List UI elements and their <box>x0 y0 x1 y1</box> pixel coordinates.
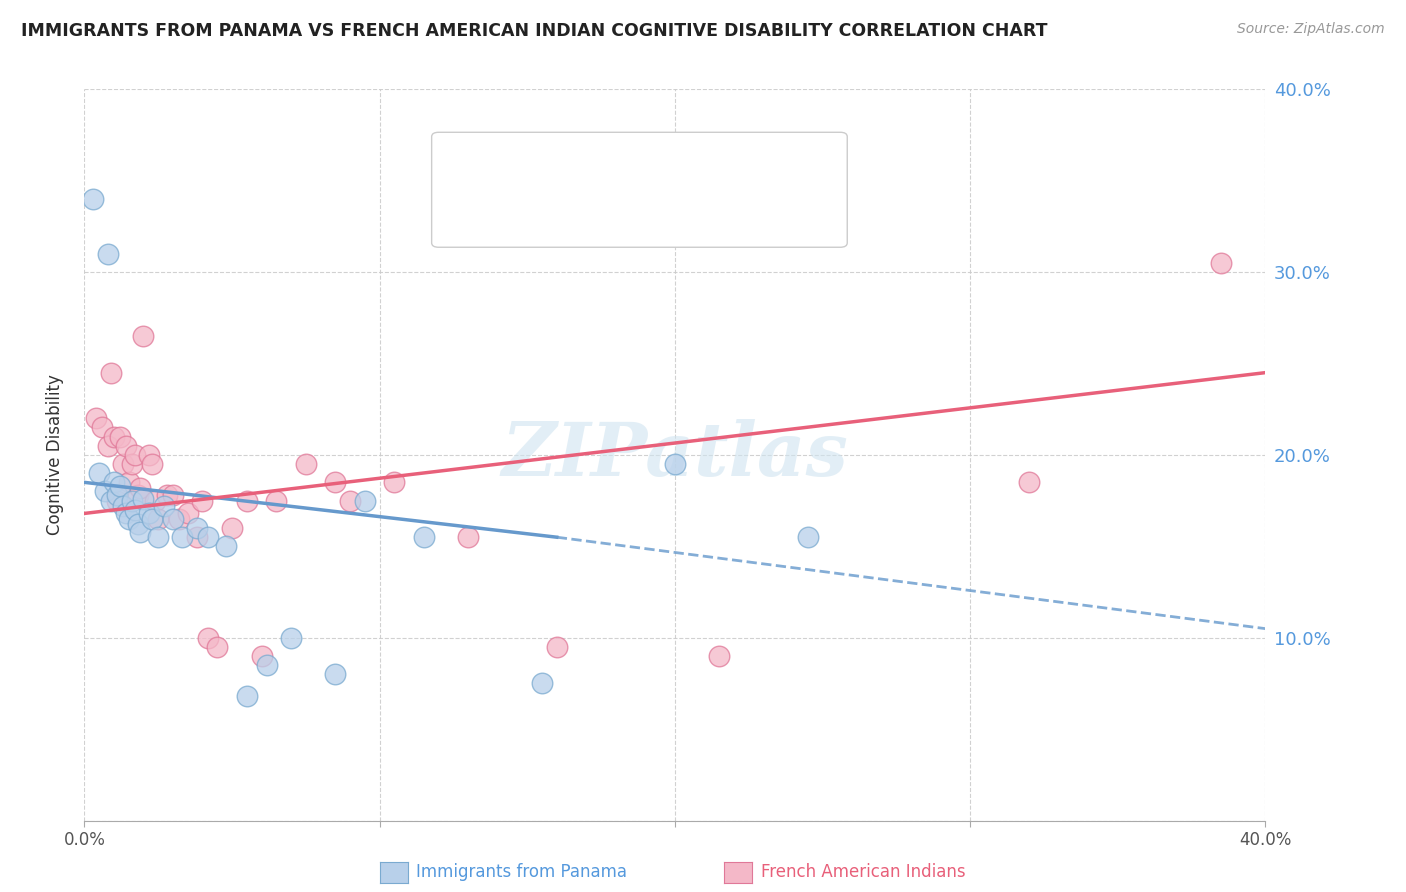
Point <box>91 420 114 434</box>
Point <box>138 448 160 462</box>
Point <box>236 493 259 508</box>
Point <box>148 512 170 526</box>
Text: R =  0.265   N = 40: R = 0.265 N = 40 <box>488 207 664 225</box>
Point <box>127 488 149 502</box>
Point <box>323 667 347 681</box>
Point <box>94 484 117 499</box>
Point <box>121 493 143 508</box>
Point <box>382 475 406 490</box>
Text: French American Indians: French American Indians <box>761 863 966 881</box>
Point <box>97 439 120 453</box>
Point <box>236 690 259 704</box>
Point <box>280 631 302 645</box>
Text: R = -0.148   N = 34: R = -0.148 N = 34 <box>488 158 665 176</box>
Point <box>114 507 136 521</box>
Point <box>114 439 136 453</box>
Y-axis label: Cognitive Disability: Cognitive Disability <box>45 375 63 535</box>
Point <box>205 640 228 654</box>
Point <box>546 640 568 654</box>
Point <box>111 457 134 471</box>
Point <box>132 329 155 343</box>
Text: ZIPatlas: ZIPatlas <box>502 418 848 491</box>
Point <box>354 493 377 508</box>
Point <box>141 512 163 526</box>
Point <box>129 481 152 495</box>
Point <box>457 530 479 544</box>
Point <box>108 479 131 493</box>
Point <box>221 521 243 535</box>
Point <box>295 457 318 471</box>
Point <box>82 192 104 206</box>
Point <box>177 507 200 521</box>
Point <box>796 530 818 544</box>
Point <box>105 493 128 508</box>
Point <box>124 448 146 462</box>
Point <box>89 466 111 480</box>
Point <box>97 246 120 260</box>
Point <box>100 366 122 380</box>
Point <box>250 649 273 664</box>
Point <box>121 457 143 471</box>
Point <box>143 493 166 508</box>
Text: IMMIGRANTS FROM PANAMA VS FRENCH AMERICAN INDIAN COGNITIVE DISABILITY CORRELATIO: IMMIGRANTS FROM PANAMA VS FRENCH AMERICA… <box>21 22 1047 40</box>
Point <box>215 539 238 553</box>
Text: Immigrants from Panama: Immigrants from Panama <box>416 863 627 881</box>
Point <box>103 475 125 490</box>
Point <box>141 457 163 471</box>
Point <box>156 488 179 502</box>
Point <box>709 649 731 664</box>
Point <box>127 517 149 532</box>
Point <box>111 499 134 513</box>
Point <box>162 512 184 526</box>
Point <box>148 530 170 544</box>
Point <box>84 411 107 425</box>
Point <box>100 493 122 508</box>
Point <box>197 631 219 645</box>
Point <box>170 530 193 544</box>
Point <box>339 493 361 508</box>
Point <box>105 488 128 502</box>
Point <box>530 676 553 690</box>
Point <box>413 530 436 544</box>
Point <box>124 502 146 516</box>
Point <box>664 457 686 471</box>
Point <box>103 430 125 444</box>
Text: Source: ZipAtlas.com: Source: ZipAtlas.com <box>1237 22 1385 37</box>
Point <box>1209 256 1232 270</box>
Point <box>118 475 141 490</box>
Point <box>153 499 176 513</box>
Point <box>167 512 190 526</box>
Point <box>118 512 141 526</box>
Point <box>132 491 155 506</box>
Point <box>1018 475 1040 490</box>
Point <box>186 521 208 535</box>
Point <box>197 530 219 544</box>
Point <box>186 530 208 544</box>
Point <box>108 430 131 444</box>
Point <box>323 475 347 490</box>
Point <box>256 658 278 673</box>
Point <box>129 524 152 539</box>
Point <box>138 507 160 521</box>
Point <box>191 493 214 508</box>
Point <box>162 488 184 502</box>
Point <box>264 493 288 508</box>
